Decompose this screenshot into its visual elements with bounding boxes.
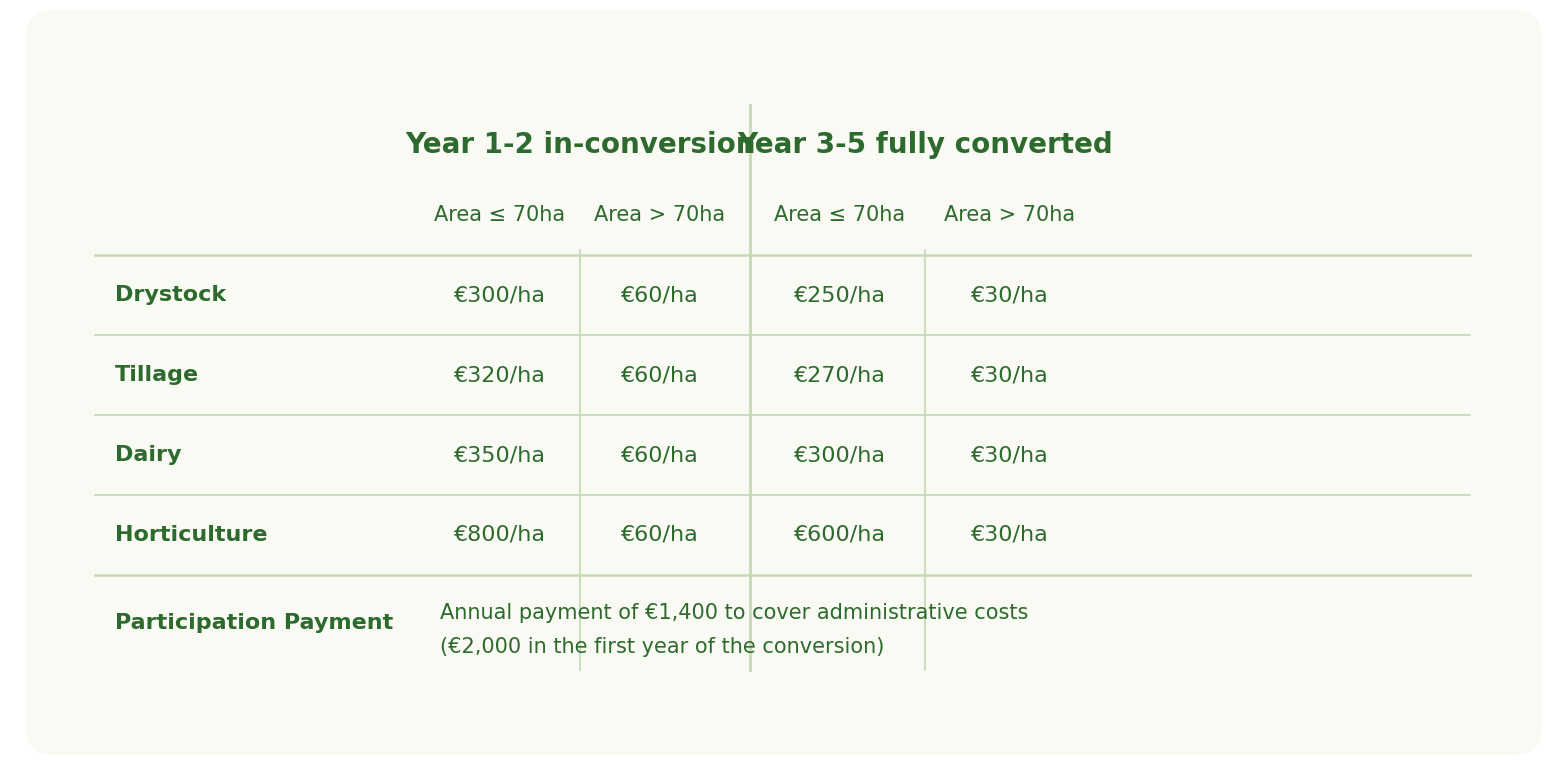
- Text: €300/ha: €300/ha: [794, 445, 885, 465]
- Text: Participation Payment: Participation Payment: [114, 613, 393, 633]
- FancyBboxPatch shape: [25, 10, 1542, 755]
- Text: €30/ha: €30/ha: [972, 445, 1048, 465]
- Text: Area ≤ 70ha: Area ≤ 70ha: [774, 205, 906, 225]
- Text: (€2,000 in the first year of the conversion): (€2,000 in the first year of the convers…: [440, 637, 884, 657]
- Text: €250/ha: €250/ha: [794, 285, 885, 305]
- Text: €270/ha: €270/ha: [794, 365, 885, 385]
- Text: €60/ha: €60/ha: [621, 445, 699, 465]
- Text: €800/ha: €800/ha: [454, 525, 545, 545]
- Text: €60/ha: €60/ha: [621, 285, 699, 305]
- Text: Tillage: Tillage: [114, 365, 199, 385]
- Text: €300/ha: €300/ha: [454, 285, 545, 305]
- Text: €320/ha: €320/ha: [454, 365, 545, 385]
- Text: €30/ha: €30/ha: [972, 525, 1048, 545]
- Text: Year 1-2 in-conversion: Year 1-2 in-conversion: [404, 131, 755, 159]
- Text: Year 3-5 fully converted: Year 3-5 fully converted: [736, 131, 1113, 159]
- Text: Drystock: Drystock: [114, 285, 226, 305]
- Text: Area > 70ha: Area > 70ha: [594, 205, 726, 225]
- Text: €60/ha: €60/ha: [621, 525, 699, 545]
- Text: €30/ha: €30/ha: [972, 365, 1048, 385]
- Text: Area ≤ 70ha: Area ≤ 70ha: [434, 205, 566, 225]
- Text: €60/ha: €60/ha: [621, 365, 699, 385]
- Text: Area > 70ha: Area > 70ha: [945, 205, 1075, 225]
- Text: Dairy: Dairy: [114, 445, 182, 465]
- Text: €30/ha: €30/ha: [972, 285, 1048, 305]
- Text: €600/ha: €600/ha: [794, 525, 885, 545]
- Text: Horticulture: Horticulture: [114, 525, 268, 545]
- Text: Annual payment of €1,400 to cover administrative costs: Annual payment of €1,400 to cover admini…: [440, 603, 1028, 623]
- Text: €350/ha: €350/ha: [454, 445, 545, 465]
